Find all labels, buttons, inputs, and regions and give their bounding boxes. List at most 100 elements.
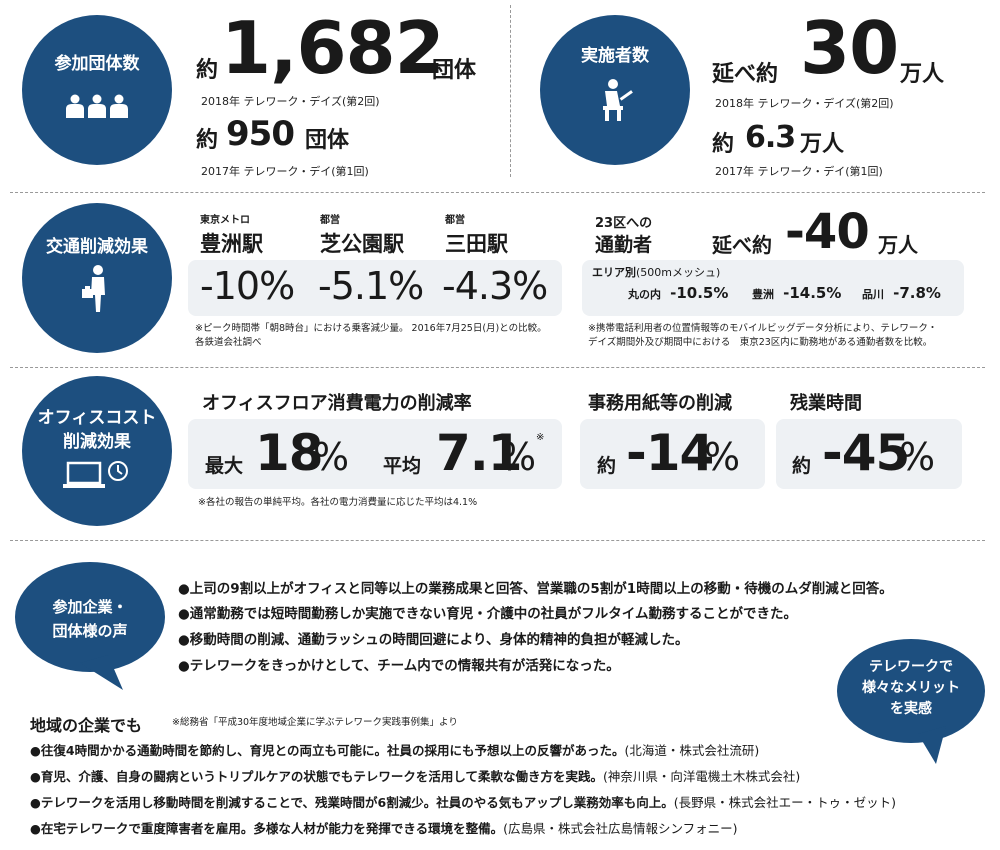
commuter-icon (82, 265, 105, 312)
power-avg-label: 平均 (383, 455, 422, 477)
participants-unit-2017: 団体 (305, 128, 350, 153)
area-name-1: 丸の内 (628, 288, 661, 301)
area-value-1: -10.5% (670, 284, 729, 302)
regional-item-1: ●往復4時間かかる通勤時間を節約し、育児との両立も可能に。社員の採用にも予想以上… (30, 740, 759, 759)
area-item-2: 豊洲 -14.5% (752, 283, 841, 302)
regional-item-2: ●育児、介護、自身の闘病というトリプルケアの状態でもテレワークを活用して柔軟な働… (30, 766, 800, 785)
overtime-pct: % (899, 435, 936, 479)
divider-1 (10, 192, 985, 193)
regional-source: ※総務省「平成30年度地域企業に学ぶテレワーク実践事例集」より (172, 717, 458, 728)
participants-badge: 参加団体数 (22, 15, 172, 165)
implementers-unit-2018: 万人 (900, 62, 945, 87)
area-note-2: デイズ期間外及び期間中における 東京23区内に勤務地がある通勤者数を比較。 (588, 337, 933, 348)
regional-item-1-text: ●往復4時間かかる通勤時間を節約し、育児との両立も可能に。社員の採用にも予想以上… (30, 743, 625, 758)
area-subtitle: (500mメッシュ) (636, 266, 721, 279)
area-title: エリア別 (592, 266, 636, 279)
overtime-panel (776, 419, 962, 489)
station-note-1: ※ピーク時間帯「朝8時台」における乗客減少量。 2016年7月25日(月)との比… (195, 323, 547, 334)
traffic-badge: 交通削減効果 (22, 203, 172, 353)
commute-label-2: 通勤者 (595, 234, 653, 256)
implementers-value-2018: 30 (800, 6, 899, 90)
regional-item-1-source: (北海道・株式会社流研) (624, 743, 760, 758)
area-value-3: -7.8% (893, 284, 941, 302)
commute-label-1: 23区への (595, 216, 653, 231)
power-title: オフィスフロア消費電力の削減率 (202, 393, 472, 414)
regional-item-4-source: (広島県・株式会社広島情報シンフォニー) (503, 821, 738, 836)
vertical-divider-top (510, 5, 511, 177)
commute-prefix: 延べ約 (712, 233, 772, 257)
area-value-2: -14.5% (783, 284, 842, 302)
paper-title: 事務用紙等の削減 (588, 393, 732, 414)
power-panel (188, 419, 562, 489)
implementers-prefix-2017: 約 (712, 132, 735, 157)
office-label-1: オフィスコスト (37, 408, 157, 428)
station-operator-2: 都営 (320, 215, 340, 226)
regional-item-3: ●テレワークを活用し移動時間を削減することで、残業時間が6割減少。社員のやる気も… (30, 792, 896, 811)
area-name-3: 品川 (862, 288, 884, 301)
merit-label-2: 様々なメリット (862, 680, 960, 696)
divider-2 (10, 367, 985, 368)
station-name-3: 三田駅 (445, 232, 508, 256)
participants-unit-2018: 団体 (432, 58, 477, 83)
commute-value: -40 (785, 204, 870, 260)
area-name-2: 豊洲 (752, 288, 774, 301)
voices-label-1: 参加企業・ (52, 598, 128, 616)
voice-item-4: ●テレワークをきっかけとして、チーム内での情報共有が活発になった。 (178, 658, 620, 674)
office-badge: オフィスコスト 削減効果 (22, 376, 172, 526)
voices-label-2: 団体様の声 (52, 622, 128, 640)
paper-value: -14 (626, 424, 714, 482)
implementers-prefix-2018: 延べ約 (712, 62, 779, 87)
implementers-unit-2017: 万人 (800, 132, 845, 157)
power-max-label: 最大 (205, 455, 244, 477)
area-item-1: 丸の内 -10.5% (628, 283, 728, 302)
voice-item-2: ●通常勤務では短時間勤務しか実施できない育児・介護中の社員がフルタイム勤務するこ… (178, 606, 798, 622)
participants-caption-2017: 2017年 テレワーク・デイ(第1回) (201, 165, 369, 178)
areas-panel (582, 260, 964, 316)
participants-value-2017: 950 (226, 114, 295, 154)
overtime-value: -45 (822, 424, 910, 482)
person-at-desk-icon (603, 79, 633, 121)
station-value-2: -5.1% (318, 264, 424, 308)
merit-label-3: を実感 (890, 701, 932, 717)
laptop-clock-icon (63, 461, 128, 488)
voice-item-3: ●移動時間の削減、通勤ラッシュの時間回避により、身体的精神的負担が軽減した。 (178, 632, 689, 648)
participants-value-2018: 1,682 (221, 6, 445, 90)
station-value-1: -10% (200, 264, 295, 308)
implementers-value-2017: 6.3 (745, 120, 796, 155)
overtime-title: 残業時間 (790, 393, 862, 414)
implementers-label: 実施者数 (581, 46, 649, 66)
power-avg-mark: ※ (536, 432, 545, 443)
power-note: ※各社の報告の単純平均。各社の電力消費量に応じた平均は4.1% (198, 497, 478, 508)
participants-prefix-2017: 約 (196, 128, 219, 153)
implementers-caption-2017: 2017年 テレワーク・デイ(第1回) (715, 165, 883, 178)
regional-item-2-text: ●育児、介護、自身の闘病というトリプルケアの状態でもテレワークを活用して柔軟な働… (30, 769, 604, 784)
office-label-2: 削減効果 (63, 432, 131, 452)
regional-title: 地域の企業でも (30, 716, 143, 735)
participants-prefix-2018: 約 (196, 58, 219, 83)
paper-pct: % (704, 435, 741, 479)
regional-item-4-text: ●在宅テレワークで重度障害者を雇用。多様な人材が能力を発揮できる環境を整備。 (30, 821, 504, 836)
people-icon (66, 94, 128, 118)
implementers-badge: 実施者数 (540, 15, 690, 165)
regional-item-3-text: ●テレワークを活用し移動時間を削減することで、残業時間が6割減少。社員のやる気も… (30, 795, 674, 810)
area-item-3: 品川 -7.8% (862, 283, 941, 302)
merit-speech-bubble (837, 639, 985, 764)
power-avg-pct: % (500, 435, 537, 479)
divider-3 (10, 540, 985, 541)
overtime-prefix: 約 (792, 455, 812, 477)
area-title-row: エリア別(500mメッシュ) (592, 264, 720, 280)
power-max-pct: % (313, 435, 350, 479)
station-value-3: -4.3% (442, 264, 548, 308)
station-operator-1: 東京メトロ (200, 215, 250, 226)
traffic-label: 交通削減効果 (46, 237, 148, 257)
paper-panel (580, 419, 765, 489)
station-note-2: 各鉄道会社調べ (195, 337, 262, 348)
regional-item-4: ●在宅テレワークで重度障害者を雇用。多様な人材が能力を発揮できる環境を整備。(広… (30, 818, 738, 837)
power-max-value: 18 (255, 424, 324, 482)
participants-label: 参加団体数 (54, 54, 140, 74)
participants-caption-2018: 2018年 テレワーク・デイズ(第2回) (201, 95, 380, 108)
power-avg-value: 7.1 (436, 424, 523, 482)
voice-item-1: ●上司の9割以上がオフィスと同等以上の業務成果と回答、営業職の5割が1時間以上の… (178, 581, 893, 597)
station-operator-3: 都営 (445, 215, 465, 226)
merit-label-1: テレワークで (869, 659, 953, 675)
